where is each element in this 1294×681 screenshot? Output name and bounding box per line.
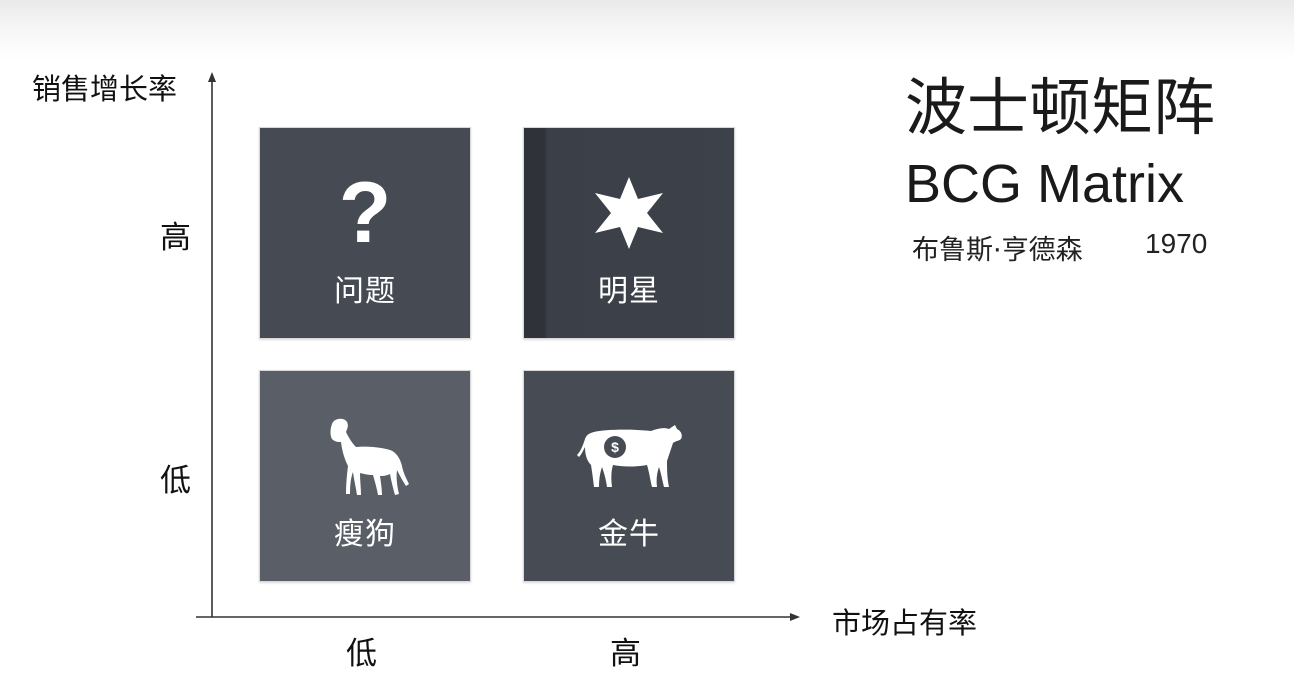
y-tick-high: 高	[160, 220, 191, 256]
star-icon	[524, 170, 734, 256]
title-chinese: 波士顿矩阵	[905, 71, 1216, 144]
x-tick-low: 低	[346, 636, 377, 672]
quadrant-label-cow: 金牛	[598, 517, 660, 552]
quadrant-dog: 瘦狗	[259, 370, 471, 582]
dollar-coin	[604, 436, 626, 458]
quadrant-label-dog: 瘦狗	[334, 517, 396, 552]
quadrant-star: 明星	[523, 127, 735, 339]
dollar-sign: $	[611, 439, 619, 455]
quadrant-label-star: 明星	[598, 274, 660, 309]
y-axis-title: 销售增长率	[32, 72, 178, 106]
y-axis-arrow	[208, 72, 216, 82]
quadrant-question: ? 问题	[259, 127, 471, 339]
question-mark-icon: ?	[260, 170, 470, 256]
title-year: 1970	[1145, 228, 1208, 259]
question-mark-glyph: ?	[338, 165, 392, 261]
x-axis-arrow	[790, 613, 800, 621]
dog-icon	[260, 413, 470, 499]
quadrant-cow: $ 金牛	[523, 370, 735, 582]
y-tick-low: 低	[160, 463, 191, 499]
title-english: BCG Matrix	[905, 154, 1185, 214]
quadrant-label-question: 问题	[334, 274, 396, 309]
x-tick-high: 高	[610, 636, 641, 672]
title-author: 布鲁斯·亨德森	[912, 235, 1083, 266]
x-axis-title: 市场占有率	[832, 606, 978, 640]
cash-cow-icon: $	[524, 413, 734, 499]
